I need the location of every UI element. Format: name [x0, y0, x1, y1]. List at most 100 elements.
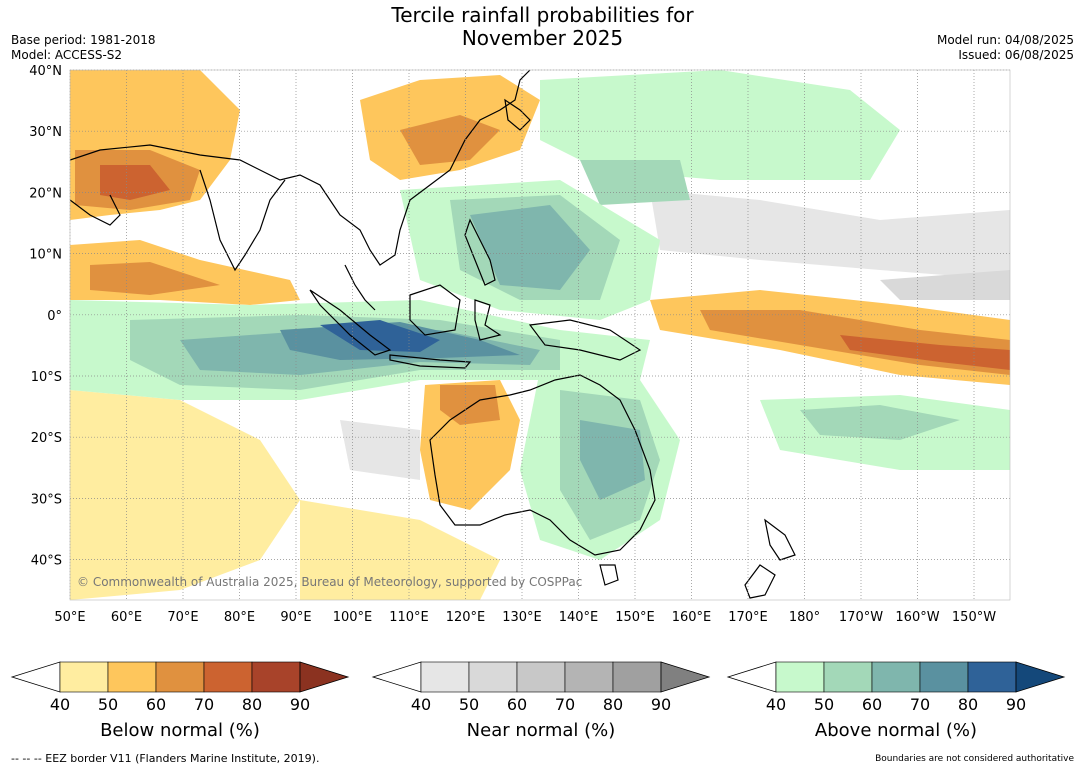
colorbar-segment: [155, 661, 205, 693]
colorbar-left-extend: [10, 661, 61, 693]
coastline-philippines: [464, 218, 496, 286]
model-name: Model: ACCESS-S2: [11, 48, 123, 62]
colorbar-segment: [203, 661, 253, 693]
colorbar-segment: [564, 661, 614, 693]
colorbars: 40 50 60 70 80 90 Below normal (%) 40 50 60 70 80 90…: [10, 661, 1066, 741]
map-frame: [69, 69, 1011, 601]
coastlines: [70, 70, 796, 599]
lon-label: 160°E: [672, 610, 712, 625]
colorbar-2: 40 50 60 70 80 90 Above normal (%): [726, 661, 1066, 741]
lon-label: 110°E: [389, 610, 429, 625]
lon-label: 100°E: [333, 610, 373, 625]
title-line-2: November 2025: [461, 26, 624, 50]
colorbar-segment: [871, 661, 921, 693]
colorbar-tick: 50: [814, 695, 834, 714]
lat-label: 10°N: [29, 248, 62, 263]
colorbar-segment: [516, 661, 566, 693]
colorbar-tick: 60: [862, 695, 882, 714]
colorbar-label: Near normal (%): [467, 720, 616, 741]
lon-label: 170°E: [728, 610, 768, 625]
colorbar-tick: 70: [555, 695, 575, 714]
coastline-newzealand: [744, 518, 796, 599]
lat-label: 30°S: [31, 492, 62, 507]
near-normal-region: [650, 190, 1010, 280]
above-normal-region: [540, 70, 900, 180]
colorbar-segment: [612, 661, 662, 693]
coastline-tasmania: [599, 564, 619, 586]
colorbar-tick: 40: [50, 695, 70, 714]
above-normal-region: [580, 420, 645, 500]
lon-label: 170°W: [839, 610, 883, 625]
model-run-date: Model run: 04/08/2025: [936, 33, 1074, 47]
coastline-arabia: [70, 194, 121, 226]
colorbar-segment: [919, 661, 969, 693]
below-normal-region: [840, 335, 1010, 370]
longitude-labels: 50°E 60°E 70°E 80°E 90°E 100°E 110°E 120°E 130°E…: [54, 610, 996, 625]
colorbar-right-extend: [299, 661, 350, 693]
colorbar-1: 40 50 60 70 80 90 Near normal (%): [371, 661, 711, 741]
colorbar-label: Below normal (%): [100, 720, 260, 741]
probability-field: [70, 70, 1010, 600]
lat-label: 30°N: [29, 125, 62, 140]
base-period: Base period: 1981-2018: [11, 33, 156, 47]
colorbar-tick: 40: [411, 695, 431, 714]
colorbar-segment: [59, 661, 109, 693]
run-info: Model run: 04/08/2025 Issued: 06/08/2025: [937, 33, 1074, 63]
coastline-java: [389, 354, 472, 369]
colorbar-segment: [420, 661, 470, 693]
model-info: Base period: 1981-2018 Model: ACCESS-S2: [11, 33, 156, 63]
lat-label: 0°: [47, 309, 62, 324]
coastline-australia: [429, 374, 656, 556]
colorbar-tick: 70: [194, 695, 214, 714]
lon-label: 140°E: [559, 610, 599, 625]
colorbar-tick: 90: [1006, 695, 1026, 714]
lon-label: 160°W: [895, 610, 939, 625]
above-normal-region: [320, 320, 440, 352]
coastline-sulawesi: [474, 299, 502, 341]
coastline-malay: [344, 264, 376, 311]
above-normal-region: [580, 160, 690, 205]
colorbar-segment: [775, 661, 825, 693]
lon-label: 120°E: [446, 610, 486, 625]
colorbar-left-extend: [371, 661, 422, 693]
coastline-asia: [70, 70, 531, 266]
lon-label: 60°E: [111, 610, 142, 625]
title-line-1: Tercile rainfall probabilities for: [391, 3, 694, 27]
colorbar-left-extend: [726, 661, 777, 693]
issued-date: Issued: 06/08/2025: [958, 48, 1074, 62]
lat-label: 20°S: [31, 431, 62, 446]
colorbar-tick: 90: [651, 695, 671, 714]
lon-label: 150°W: [952, 610, 996, 625]
colorbar-tick: 50: [459, 695, 479, 714]
lat-label: 20°N: [29, 186, 62, 201]
coastline-newguinea: [528, 319, 642, 361]
lon-label: 180°: [789, 610, 820, 625]
below-normal-region: [90, 262, 220, 295]
colorbar-0: 40 50 60 70 80 90 Below normal (%): [10, 661, 350, 741]
colorbar-segment: [107, 661, 157, 693]
colorbar-tick: 80: [958, 695, 978, 714]
colorbar-segment: [251, 661, 301, 693]
below-normal-region: [100, 165, 170, 200]
copyright-text: © Commonwealth of Australia 2025, Bureau…: [77, 575, 582, 589]
lon-label: 150°E: [615, 610, 655, 625]
lat-label: 40°S: [31, 554, 62, 569]
map-title: Tercile rainfall probabilities for Novem…: [0, 4, 1085, 50]
above-normal-region: [800, 405, 960, 440]
below-normal-region: [440, 385, 500, 425]
colorbar-tick: 50: [98, 695, 118, 714]
near-normal-region: [340, 420, 420, 480]
above-normal-region: [470, 205, 590, 290]
lon-label: 70°E: [167, 610, 198, 625]
coastline-sumatra: [309, 289, 392, 356]
colorbar-label: Above normal (%): [815, 720, 977, 741]
colorbar-right-extend: [660, 661, 711, 693]
lon-label: 50°E: [54, 610, 85, 625]
colorbar-tick: 60: [507, 695, 527, 714]
colorbar-tick: 80: [242, 695, 262, 714]
lon-label: 80°E: [224, 610, 255, 625]
colorbar-tick: 70: [910, 695, 930, 714]
below-normal-region: [300, 500, 500, 600]
lon-label: 130°E: [502, 610, 542, 625]
